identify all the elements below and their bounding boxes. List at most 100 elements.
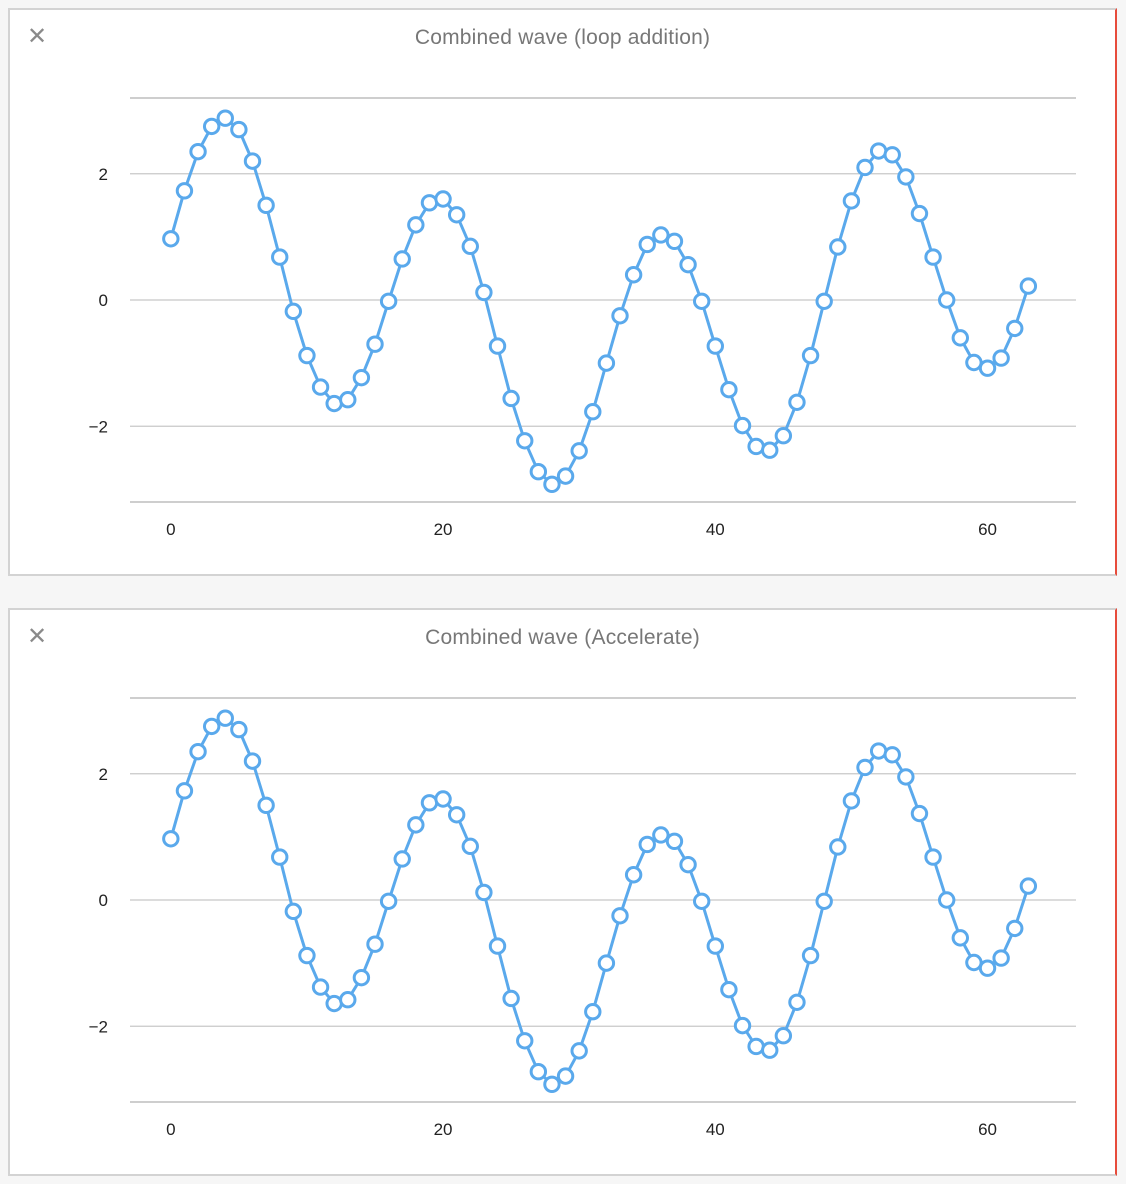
data-point <box>842 192 861 210</box>
data-point <box>638 235 656 254</box>
data-point <box>379 292 398 310</box>
data-point <box>230 720 248 739</box>
data-point <box>447 806 466 824</box>
chart-title: Combined wave (Accelerate) <box>425 626 700 649</box>
y-tick-label: −2 <box>89 1017 108 1036</box>
data-point <box>461 237 479 256</box>
data-point <box>216 709 234 727</box>
data-point <box>516 432 534 450</box>
data-point <box>788 993 806 1011</box>
data-point <box>162 230 180 248</box>
data-point <box>257 796 275 815</box>
y-tick-label: 2 <box>99 765 108 784</box>
data-point <box>883 746 901 764</box>
data-point <box>611 307 629 325</box>
data-point <box>638 835 656 854</box>
y-tick-label: −2 <box>89 417 108 436</box>
data-point <box>761 441 779 459</box>
data-point <box>502 989 520 1008</box>
data-point <box>284 302 303 321</box>
data-point <box>910 204 929 223</box>
y-tick-label: 0 <box>99 291 108 310</box>
data-point <box>339 391 357 409</box>
data-point <box>284 902 303 921</box>
chart-panel-accelerate: ✕ Combined wave (Accelerate) 2 0 −2 0 20 40 60 <box>8 608 1117 1176</box>
data-point <box>516 1032 534 1050</box>
data-point <box>992 949 1010 967</box>
data-point <box>815 892 833 910</box>
data-point <box>706 937 724 955</box>
data-point <box>434 190 452 208</box>
data-point <box>162 830 180 848</box>
data-point <box>937 291 956 309</box>
data-point <box>665 232 684 250</box>
data-point <box>584 403 602 421</box>
data-point <box>992 349 1010 367</box>
data-point <box>216 109 234 127</box>
data-point <box>692 892 711 910</box>
x-tick-label: 60 <box>978 1120 997 1139</box>
data-point <box>829 238 847 256</box>
data-point <box>679 255 697 274</box>
data-point <box>1006 919 1024 938</box>
data-point <box>311 378 330 396</box>
close-icon[interactable]: ✕ <box>26 23 48 50</box>
data-point <box>543 1075 561 1094</box>
data-point <box>733 1016 752 1035</box>
data-point <box>366 335 384 353</box>
data-point <box>379 892 398 910</box>
data-point <box>856 758 874 777</box>
data-point <box>271 848 289 866</box>
close-icon[interactable]: ✕ <box>26 623 48 650</box>
data-point <box>692 292 711 310</box>
data-point <box>897 768 915 786</box>
data-point <box>788 393 806 411</box>
data-point <box>801 346 820 365</box>
data-point <box>311 978 330 996</box>
data-point <box>924 248 942 266</box>
data-point <box>951 929 970 947</box>
data-point <box>570 1042 588 1060</box>
data-point <box>529 463 548 481</box>
data-point <box>1019 877 1038 895</box>
data-point <box>175 782 194 800</box>
data-point <box>271 248 289 266</box>
data-point <box>230 120 248 139</box>
x-tick-label: 20 <box>434 1120 453 1139</box>
y-tick-label: 0 <box>99 891 108 910</box>
data-point <box>570 442 588 460</box>
y-tick-label: 2 <box>99 165 108 184</box>
data-point <box>488 337 507 355</box>
data-point <box>189 742 207 761</box>
data-point <box>1019 277 1038 295</box>
data-point <box>243 752 262 770</box>
data-point <box>298 346 316 365</box>
data-point <box>529 1063 548 1081</box>
data-point <box>951 329 970 347</box>
data-point <box>774 1027 793 1045</box>
data-point <box>556 1067 575 1085</box>
chart-title: Combined wave (loop addition) <box>414 26 711 49</box>
data-point <box>679 855 697 874</box>
data-point <box>910 804 929 823</box>
data-point <box>720 980 738 999</box>
data-point <box>829 838 847 856</box>
data-point <box>202 717 221 736</box>
x-tick-label: 20 <box>434 520 453 539</box>
data-point <box>257 196 275 215</box>
data-point <box>407 216 425 234</box>
x-tick-label: 40 <box>706 1120 725 1139</box>
data-point <box>978 959 997 977</box>
data-point <box>475 883 493 902</box>
data-point <box>352 968 371 987</box>
data-point <box>461 837 479 856</box>
data-point <box>339 991 357 1009</box>
data-point <box>556 467 575 485</box>
x-tick-label: 0 <box>166 520 175 539</box>
data-point <box>543 475 561 494</box>
data-point <box>502 389 520 408</box>
data-point <box>488 937 507 955</box>
x-tick-label: 60 <box>978 520 997 539</box>
data-point <box>393 850 411 868</box>
data-point <box>475 283 493 302</box>
